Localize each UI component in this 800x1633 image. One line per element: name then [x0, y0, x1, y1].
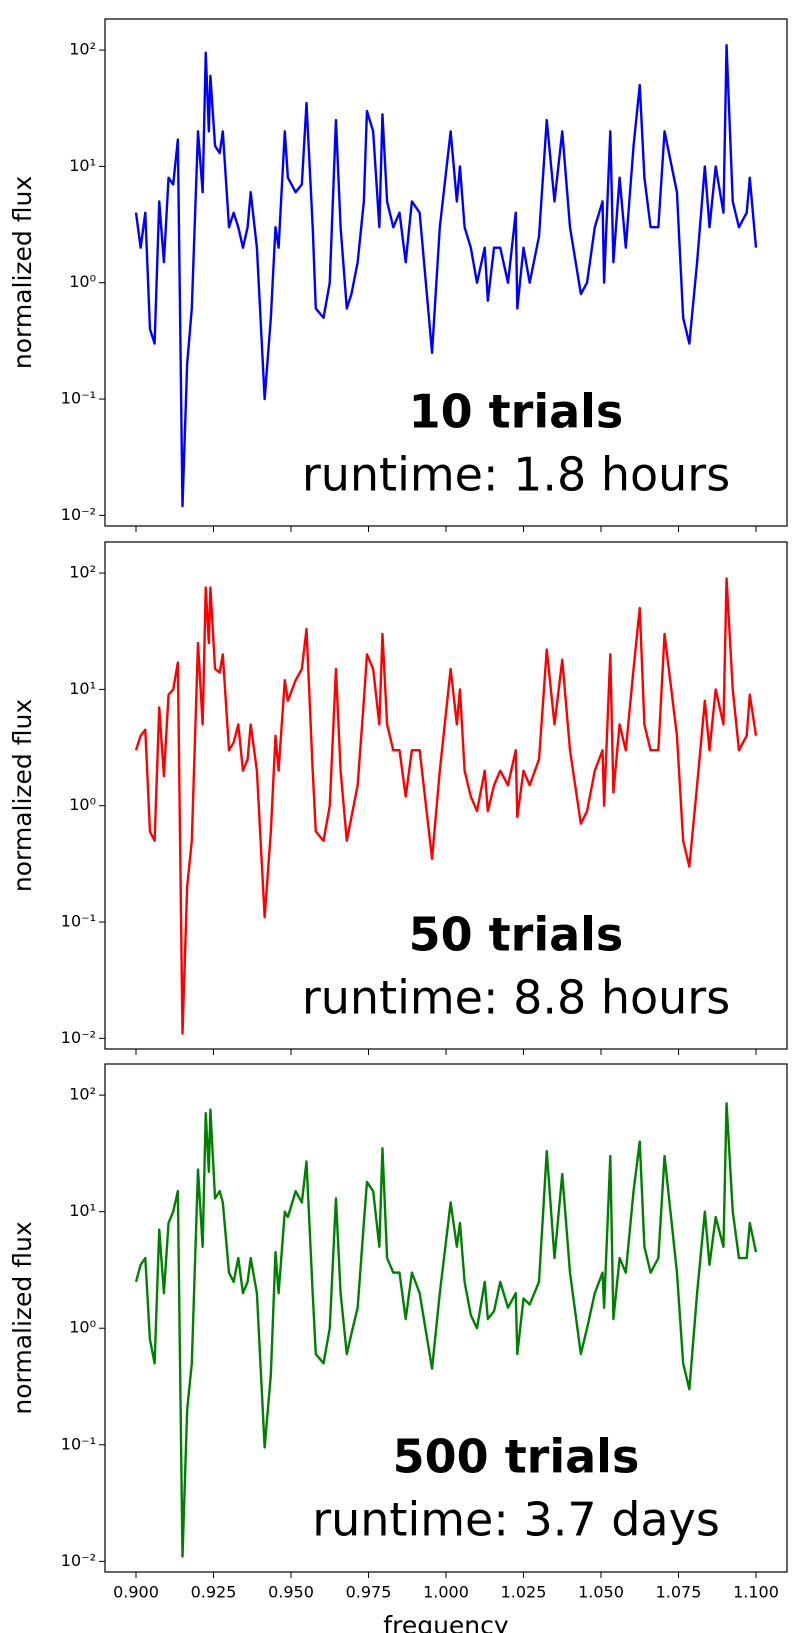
- x-tick-label: 0.925: [191, 1583, 237, 1602]
- x-tick-label: 1.000: [423, 1583, 469, 1602]
- y-tick-label: 10²: [69, 40, 96, 59]
- x-axis-label: frequency: [383, 1611, 509, 1633]
- data-line: [134, 44, 758, 508]
- y-axis-label: normalized flux: [8, 1221, 37, 1414]
- x-tick-label: 1.050: [578, 1583, 624, 1602]
- y-tick-label: 10²: [69, 563, 96, 582]
- y-tick-label: 10⁻²: [61, 505, 96, 524]
- annotation: runtime: 8.8 hours: [302, 971, 730, 1025]
- y-tick-label: 10⁻¹: [61, 389, 96, 408]
- x-tick-label: 0.975: [346, 1583, 392, 1602]
- axes-frame: [104, 1063, 788, 1573]
- y-axis-label: normalized flux: [8, 176, 37, 369]
- data-line: [134, 1102, 758, 1558]
- axes-frame: [104, 18, 788, 527]
- x-tick-label: 1.075: [656, 1583, 702, 1602]
- y-tick-label: 10⁻²: [61, 1551, 96, 1570]
- y-tick-label: 10⁰: [69, 1318, 96, 1337]
- annotation: 10 trials: [409, 385, 624, 439]
- annotation: 50 trials: [409, 908, 624, 962]
- x-tick-label: 1.025: [501, 1583, 547, 1602]
- y-tick-label: 10⁻²: [61, 1028, 96, 1047]
- annotation: 500 trials: [393, 1430, 640, 1484]
- subplot: 10⁻² 10⁻¹ 10⁰ 10¹ 10² normalized flux 10 trial…: [8, 18, 788, 532]
- subplot: 10⁻² 10⁻¹ 10⁰ 10¹ 10² normalized flux 50 trial…: [8, 541, 788, 1055]
- y-tick-label: 10⁰: [69, 272, 96, 291]
- x-tick-label: 0.950: [268, 1583, 314, 1602]
- x-tick-label: 0.900: [113, 1583, 159, 1602]
- y-tick-label: 10⁻¹: [61, 912, 96, 931]
- x-tick-label: 1.100: [733, 1583, 779, 1602]
- data-line: [134, 577, 758, 1035]
- subplot: 10⁻² 10⁻¹ 10⁰ 10¹ 10² 0.900 0.925 0.950 0.975 1.0…: [8, 1063, 788, 1633]
- annotation: runtime: 3.7 days: [312, 1493, 720, 1547]
- y-tick-label: 10¹: [69, 679, 96, 698]
- y-tick-label: 10⁰: [69, 795, 96, 814]
- y-tick-label: 10⁻¹: [61, 1434, 96, 1453]
- y-tick-label: 10¹: [69, 1201, 96, 1220]
- y-tick-label: 10¹: [69, 156, 96, 175]
- y-axis-label: normalized flux: [8, 699, 37, 892]
- axes-frame: [104, 541, 788, 1050]
- annotation: runtime: 1.8 hours: [302, 448, 730, 502]
- y-tick-label: 10²: [69, 1085, 96, 1104]
